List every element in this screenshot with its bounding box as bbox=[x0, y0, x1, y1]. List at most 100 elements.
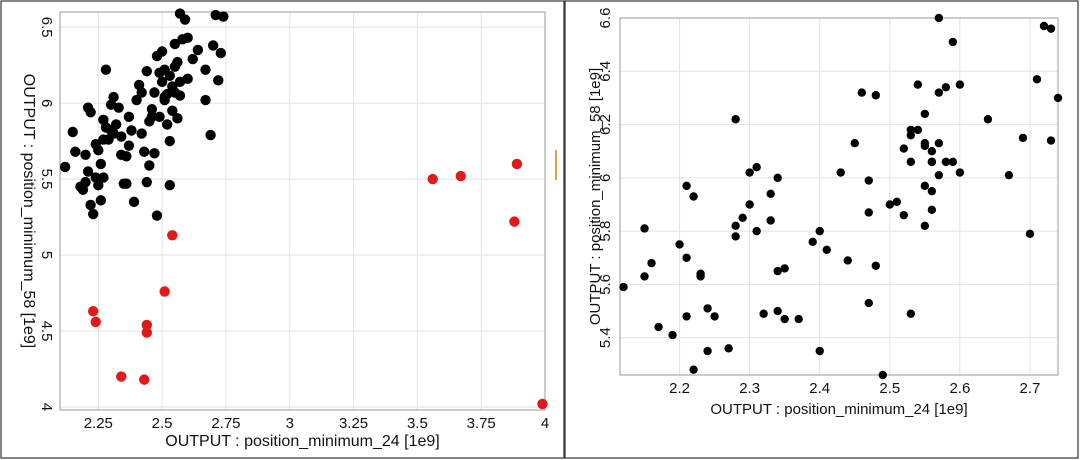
data-point bbox=[95, 158, 107, 170]
data-point bbox=[149, 87, 160, 98]
y-tick-label: 4.5 bbox=[38, 321, 55, 342]
x-tick-label: 2.25 bbox=[84, 415, 113, 432]
data-point bbox=[640, 272, 649, 281]
data-point bbox=[794, 314, 803, 324]
data-point bbox=[146, 104, 158, 115]
data-point bbox=[892, 197, 902, 207]
data-point bbox=[67, 126, 78, 138]
data-point bbox=[857, 88, 866, 97]
data-point bbox=[766, 216, 775, 225]
data-point bbox=[1004, 170, 1014, 180]
left-panel-border bbox=[0, 0, 565, 459]
data-point bbox=[955, 80, 965, 89]
data-point bbox=[172, 113, 183, 124]
right-panel-border bbox=[564, 0, 1079, 459]
data-point-highlight bbox=[167, 230, 178, 241]
data-point bbox=[154, 111, 165, 123]
data-point bbox=[934, 139, 944, 148]
data-point bbox=[871, 91, 880, 100]
data-point-highlight bbox=[141, 327, 152, 338]
data-point bbox=[154, 67, 165, 78]
y-tick-label: 6.4 bbox=[597, 61, 614, 82]
data-point-highlight bbox=[537, 398, 548, 410]
plot-area bbox=[619, 17, 1059, 376]
data-point bbox=[136, 87, 147, 98]
data-point bbox=[731, 232, 740, 241]
data-point bbox=[1032, 75, 1042, 84]
data-point bbox=[113, 102, 124, 113]
data-point-highlight bbox=[90, 316, 101, 328]
data-point bbox=[864, 208, 873, 217]
x-tick-label: 2.3 bbox=[739, 380, 760, 397]
data-point-highlight bbox=[427, 173, 438, 185]
data-point bbox=[169, 87, 181, 98]
y-tick-label: 5.6 bbox=[597, 274, 614, 295]
data-point-highlight bbox=[455, 170, 466, 182]
left-scatter-chart: 2.25 2.5 2.75 3 3.25 3.5 3.75 4 4 4.5 5 5.5 6 6.5 OUTP… bbox=[20, 8, 549, 450]
data-point bbox=[141, 176, 152, 188]
data-point bbox=[780, 264, 789, 273]
data-point bbox=[934, 13, 944, 23]
data-point bbox=[59, 161, 71, 173]
data-point bbox=[899, 210, 909, 220]
data-point bbox=[927, 205, 937, 215]
data-point-highlight bbox=[159, 286, 170, 297]
data-point bbox=[182, 32, 193, 44]
data-point bbox=[773, 266, 782, 276]
data-point bbox=[93, 145, 104, 156]
data-point bbox=[131, 94, 142, 106]
data-point bbox=[167, 105, 178, 116]
data-point bbox=[703, 346, 712, 356]
data-point bbox=[682, 312, 691, 321]
data-point bbox=[682, 253, 691, 262]
x-tick-label: 3.25 bbox=[339, 415, 368, 432]
y-tick-label: 6.2 bbox=[597, 114, 614, 135]
data-point bbox=[192, 44, 204, 56]
plot-area bbox=[59, 11, 546, 411]
data-point bbox=[948, 157, 958, 167]
y-tick-label: 5.4 bbox=[597, 327, 614, 348]
data-point bbox=[752, 226, 761, 236]
data-point bbox=[95, 195, 107, 206]
data-point bbox=[766, 189, 775, 199]
data-point bbox=[675, 240, 684, 249]
x-tick-label: 3.5 bbox=[407, 415, 428, 432]
data-point bbox=[920, 181, 930, 191]
y-tick-label: 5.5 bbox=[38, 169, 55, 190]
data-point bbox=[121, 151, 132, 162]
x-axis-label: OUTPUT : position_minimum_24 [1e9] bbox=[710, 401, 967, 418]
data-point bbox=[98, 172, 109, 183]
data-point bbox=[100, 64, 112, 75]
data-point bbox=[162, 119, 173, 130]
data-point bbox=[780, 314, 789, 324]
data-point bbox=[927, 157, 937, 167]
data-point bbox=[159, 91, 170, 103]
data-point bbox=[836, 168, 845, 177]
data-point bbox=[1046, 24, 1056, 33]
data-point bbox=[913, 125, 923, 135]
data-point bbox=[955, 168, 965, 177]
y-axis-label: OUTPUT : position_minimum_58 [1e9] bbox=[20, 74, 37, 348]
y-tick-label: 6.6 bbox=[597, 8, 614, 29]
data-point bbox=[215, 47, 227, 59]
data-point bbox=[983, 115, 993, 124]
data-point bbox=[745, 168, 754, 177]
data-point bbox=[668, 330, 677, 340]
data-point bbox=[218, 11, 229, 22]
x-tick-label: 2.7 bbox=[1020, 380, 1041, 397]
data-point bbox=[689, 365, 698, 374]
data-point bbox=[200, 94, 211, 106]
x-axis-label: OUTPUT : position_minimum_24 [1e9] bbox=[165, 433, 439, 450]
data-point bbox=[80, 149, 91, 160]
data-point bbox=[82, 166, 94, 177]
y-tick-label: 4 bbox=[38, 403, 55, 411]
data-point bbox=[654, 322, 663, 332]
data-point bbox=[205, 129, 216, 141]
data-point bbox=[731, 221, 740, 231]
data-point bbox=[169, 38, 181, 50]
data-point bbox=[164, 179, 175, 191]
data-point bbox=[815, 226, 824, 236]
data-point bbox=[871, 261, 880, 270]
data-point bbox=[927, 186, 937, 196]
data-point bbox=[906, 157, 916, 167]
